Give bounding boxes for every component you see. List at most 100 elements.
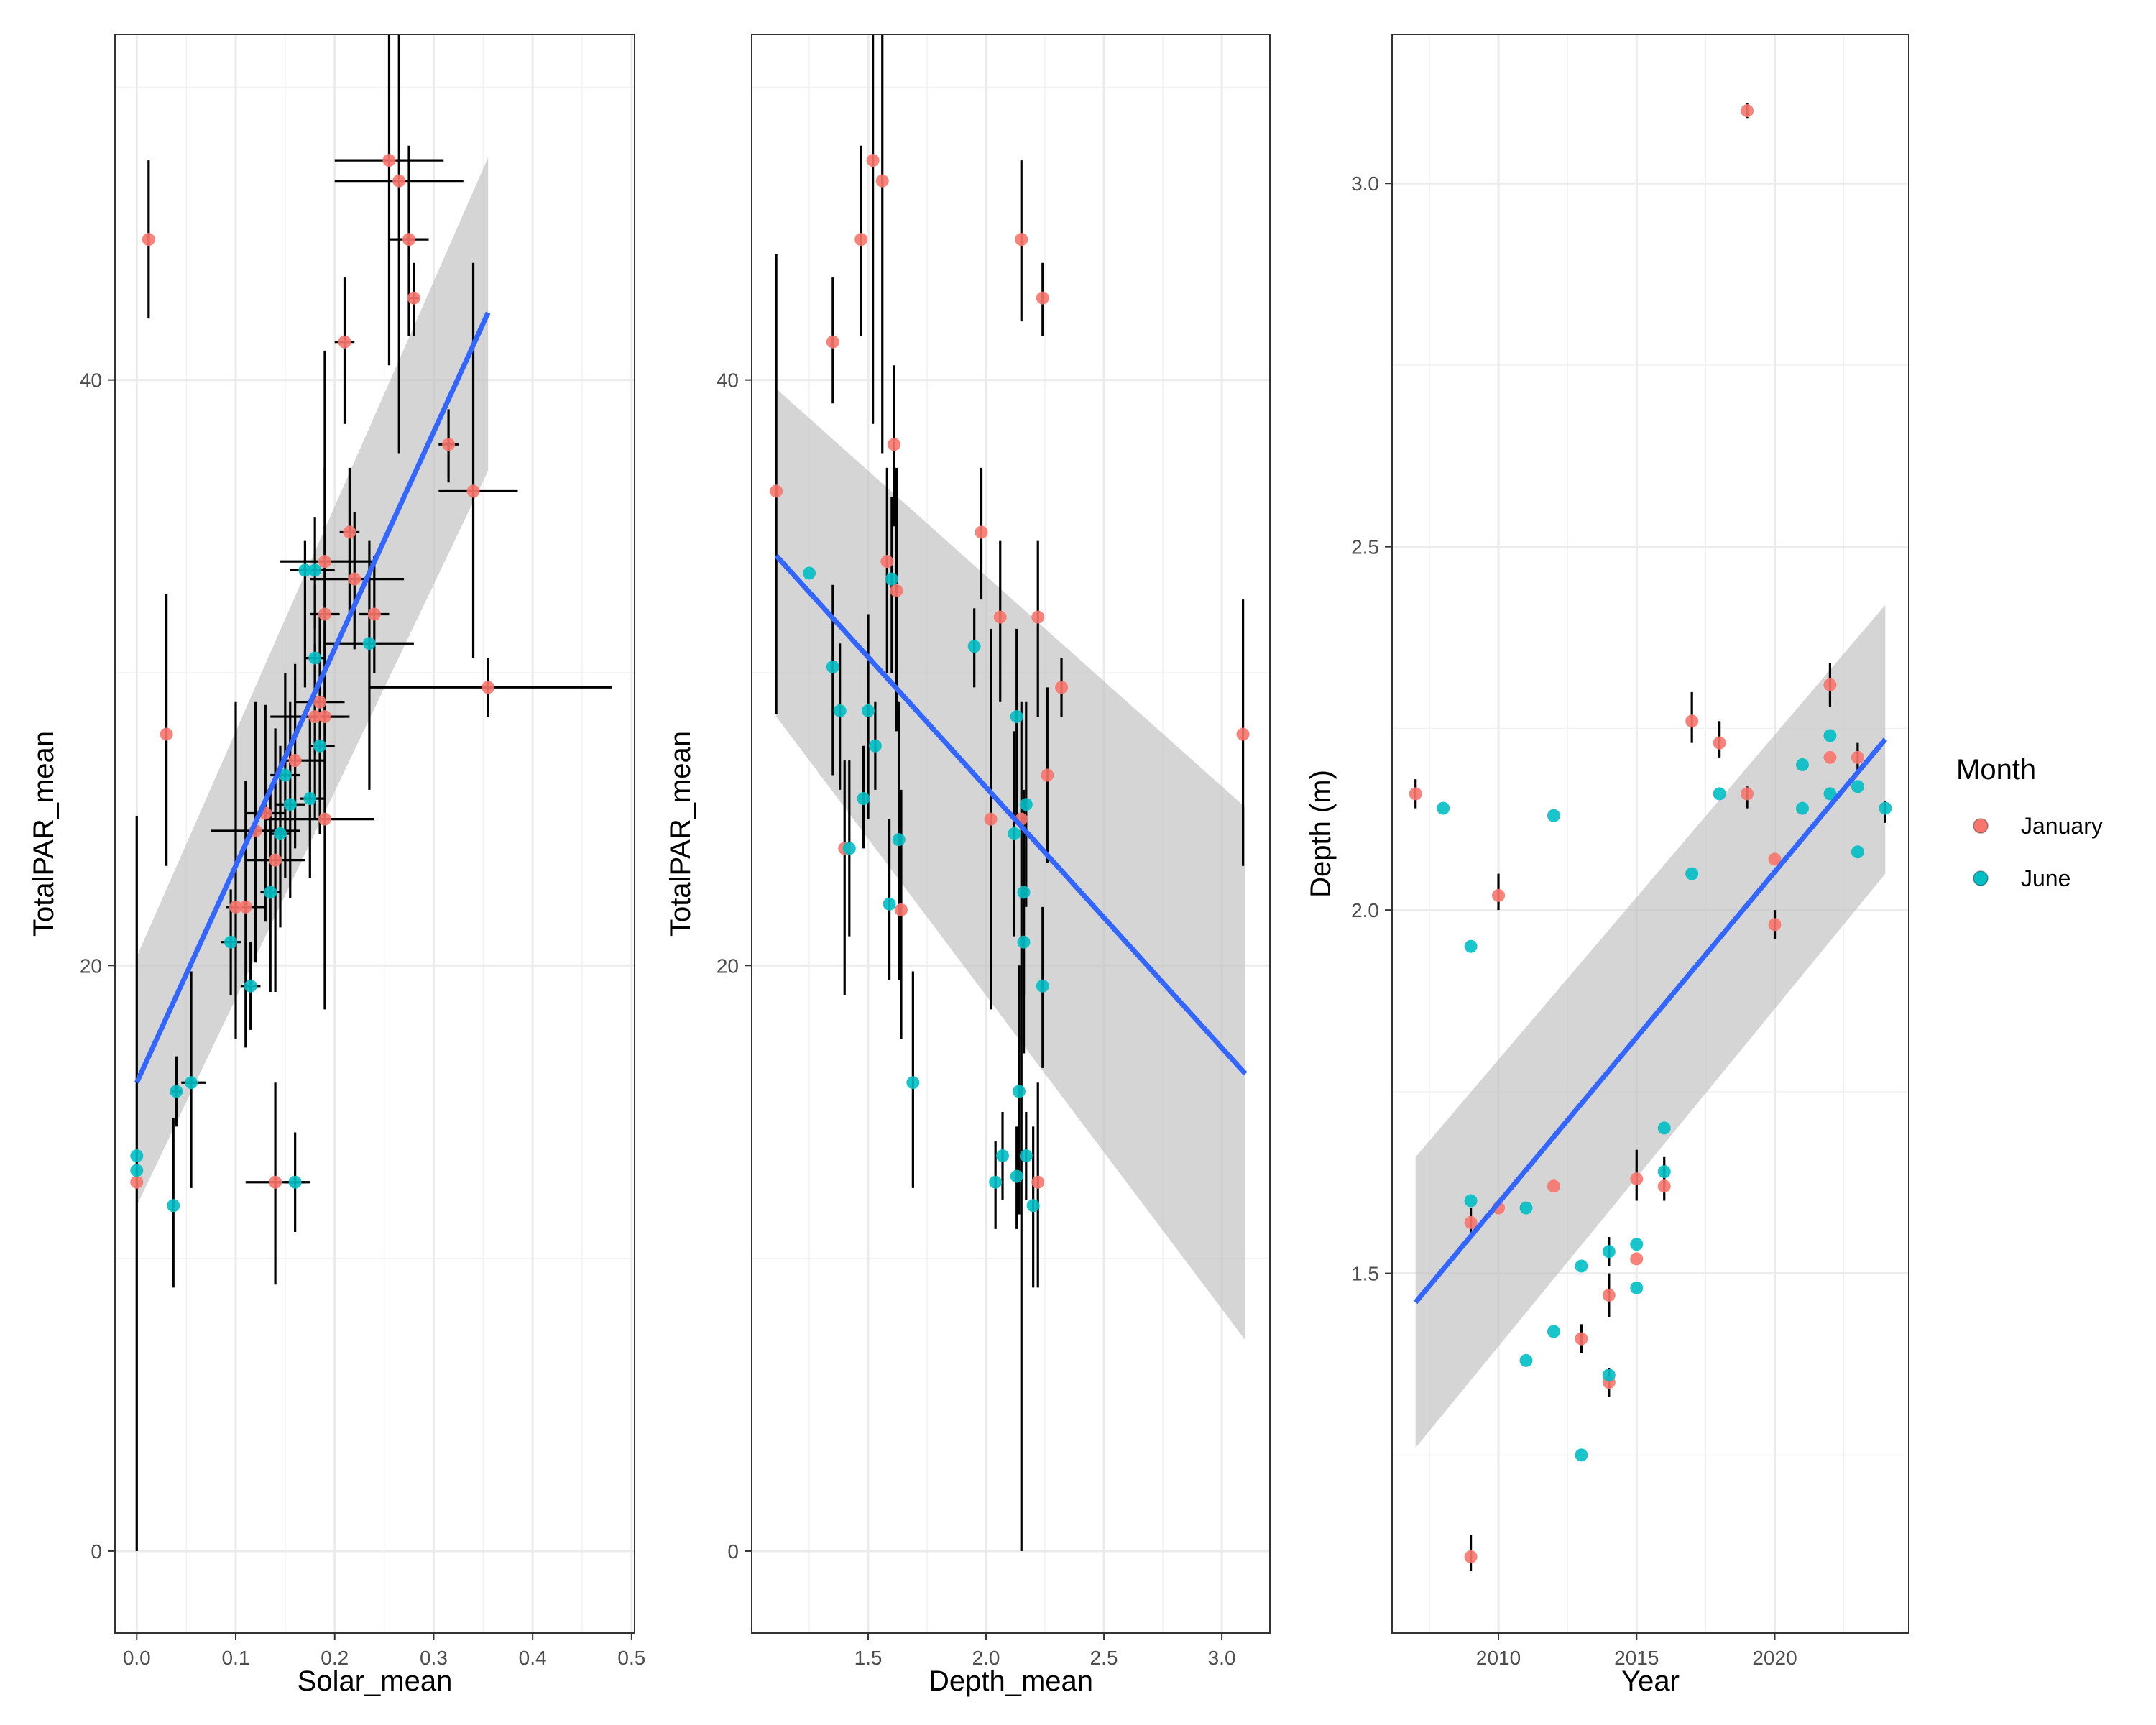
data-point-june <box>1657 1165 1671 1179</box>
data-point-january <box>894 903 908 916</box>
data-point-january <box>343 525 356 539</box>
data-point-january <box>826 335 839 349</box>
y-tick-label: 2.0 <box>1351 899 1379 921</box>
data-point-june <box>130 1149 144 1163</box>
data-point-january <box>1464 1550 1478 1563</box>
data-point-january <box>367 607 381 621</box>
data-point-january <box>348 572 361 586</box>
data-point-june <box>130 1164 144 1177</box>
data-point-january <box>318 555 331 569</box>
data-point-june <box>1630 1281 1644 1294</box>
data-point-june <box>1630 1238 1644 1251</box>
x-tick-label: 3.0 <box>1208 1647 1236 1669</box>
data-point-january <box>1657 1179 1671 1193</box>
data-point-june <box>264 886 277 899</box>
data-point-january <box>875 174 889 188</box>
data-point-june <box>170 1085 183 1098</box>
x-tick-label: 0.4 <box>519 1647 547 1669</box>
data-point-june <box>892 833 906 847</box>
data-point-june <box>288 1175 302 1189</box>
data-point-january <box>288 754 302 768</box>
data-point-june <box>1010 710 1023 724</box>
data-point-june <box>1519 1201 1533 1215</box>
x-axis-title: Solar_mean <box>298 1665 453 1697</box>
data-point-january <box>318 710 331 724</box>
data-point-january <box>1713 736 1726 750</box>
data-point-january <box>239 900 252 914</box>
y-tick-label: 0 <box>91 1540 102 1563</box>
data-point-june <box>313 739 327 753</box>
data-point-january <box>308 710 322 724</box>
data-point-june <box>1026 1199 1040 1213</box>
data-point-june <box>1575 1448 1588 1462</box>
data-point-june <box>1019 798 1033 811</box>
data-point-june <box>906 1076 920 1090</box>
data-point-june <box>273 827 287 840</box>
data-point-june <box>1823 787 1837 801</box>
data-point-june <box>308 564 322 577</box>
y-tick-label: 20 <box>717 954 739 977</box>
data-point-january <box>1464 1215 1478 1229</box>
data-point-june <box>868 739 882 753</box>
data-point-june <box>303 792 317 806</box>
data-point-june <box>1012 1085 1026 1098</box>
data-point-january <box>984 812 998 826</box>
data-point-june <box>996 1149 1010 1163</box>
data-point-june <box>278 768 292 782</box>
data-point-june <box>167 1199 180 1213</box>
x-tick-label: 0.3 <box>420 1647 448 1669</box>
data-point-january <box>1409 787 1422 801</box>
data-point-june <box>1519 1353 1533 1367</box>
x-tick-label: 0.0 <box>123 1647 151 1669</box>
data-point-june <box>1685 867 1699 880</box>
data-point-june <box>1713 787 1726 801</box>
data-point-january <box>229 900 243 914</box>
y-tick-label: 20 <box>80 954 102 977</box>
panel-1: 0.0 0.1 0.2 0.3 0.4 0.5 0 20 40 Solar_mean TotalPA… <box>28 34 645 1697</box>
data-point-january <box>1851 750 1864 764</box>
data-point-january <box>866 154 880 167</box>
y-axis-title: TotalPAR_mean <box>665 731 696 937</box>
data-point-january <box>1055 681 1069 694</box>
data-point-january <box>466 484 480 498</box>
data-point-june <box>185 1076 198 1090</box>
legend-label-january: January <box>2021 813 2103 839</box>
data-point-january <box>888 438 901 451</box>
x-tick-label: 0.1 <box>222 1647 250 1669</box>
y-tick-label: 40 <box>80 369 102 392</box>
data-point-june <box>1017 886 1031 899</box>
data-point-june <box>826 660 839 673</box>
data-point-june <box>1575 1259 1588 1273</box>
data-point-january <box>1602 1288 1616 1302</box>
x-tick-label: 2.5 <box>1090 1647 1118 1669</box>
data-point-january <box>313 695 327 709</box>
fit-line <box>1413 737 1888 1305</box>
data-point-june <box>885 572 898 586</box>
data-point-june <box>1547 1325 1560 1338</box>
data-point-january <box>880 555 894 569</box>
data-point-june <box>883 897 896 911</box>
data-point-june <box>803 566 816 580</box>
data-point-june <box>1657 1121 1671 1135</box>
panel-border <box>751 34 1271 1634</box>
data-point-june <box>862 704 875 717</box>
data-point-june <box>1019 1149 1033 1163</box>
data-point-june <box>283 798 297 811</box>
data-point-january <box>1036 291 1049 305</box>
data-point-january <box>1823 678 1837 691</box>
panel-border <box>1391 34 1909 1634</box>
data-point-june <box>1547 809 1560 822</box>
legend-title: Month <box>1956 754 2036 786</box>
data-point-january <box>1741 787 1754 801</box>
data-point-january <box>1685 714 1699 728</box>
data-point-june <box>989 1175 1003 1189</box>
data-point-january <box>1492 888 1506 902</box>
x-axis-title: Depth_mean <box>929 1665 1093 1697</box>
fit-line <box>774 553 1248 1076</box>
data-point-june <box>1851 780 1864 794</box>
y-tick-label: 0 <box>727 1540 739 1563</box>
data-point-january <box>890 584 903 597</box>
data-point-january <box>1031 1175 1045 1189</box>
panel-2: 1.5 2.0 2.5 3.0 0 20 40 Depth_mean TotalPAR_mean <box>665 34 1271 1697</box>
